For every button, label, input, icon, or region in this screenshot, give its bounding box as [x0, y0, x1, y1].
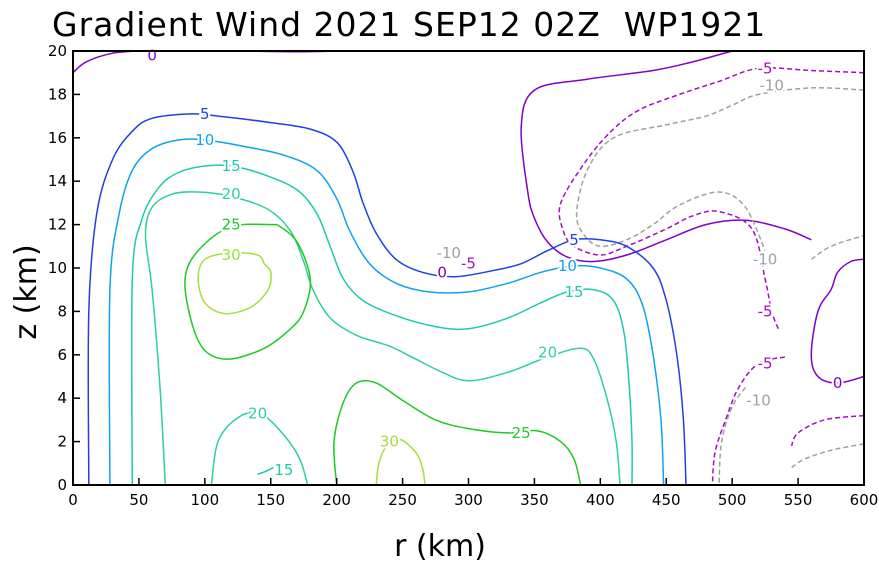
contour-line-level-10-seg-0	[108, 138, 665, 486]
x-tick-label: 150	[256, 491, 285, 509]
contour-label: -5	[461, 255, 476, 273]
contour-label: 0	[147, 46, 157, 64]
contour-line-level-15-seg-1	[257, 466, 274, 475]
contour-line-level--10-seg-1	[810, 234, 865, 260]
x-axis-label: r (km)	[394, 529, 486, 561]
axis-ticks: 0 50 100 150 200 250 300 350 400 450 500 550 6000246…	[48, 42, 878, 509]
contour-label: 25	[222, 216, 241, 234]
contour-label: 20	[248, 404, 267, 422]
y-tick-label: 14	[48, 172, 67, 190]
y-tick-label: 20	[48, 42, 67, 60]
contour-line-level--10-seg-2	[718, 386, 747, 486]
contour-label: -10	[759, 77, 784, 95]
contour-label: -5	[758, 355, 773, 373]
contour-label: 25	[512, 424, 531, 442]
y-tick-label: 0	[57, 476, 67, 494]
contour-line-level-20-seg-1	[210, 411, 309, 486]
contour-label: 0	[437, 263, 447, 281]
x-tick-label: 400	[586, 491, 615, 509]
plot-frame	[72, 50, 865, 486]
chart-title: Gradient Wind 2021 SEP12 02Z WP1921	[52, 5, 766, 44]
y-tick-label: 2	[57, 433, 67, 451]
contour-line-level-30-seg-0	[197, 251, 272, 315]
y-axis-label: z (km)	[9, 244, 44, 339]
contour-label: 30	[380, 433, 399, 451]
x-tick-label: 600	[850, 491, 879, 509]
contour-label: 15	[564, 283, 583, 301]
contour-label: -5	[758, 302, 773, 320]
y-tick-label: 10	[48, 259, 67, 277]
contour-label: 0	[833, 374, 843, 392]
contour-label: -10	[753, 250, 778, 268]
contour-label: 5	[569, 231, 579, 249]
y-tick-label: 6	[57, 346, 67, 364]
x-tick-label: 500	[718, 491, 747, 509]
x-tick-label: 450	[652, 491, 681, 509]
contour-line-level-30-seg-1	[375, 438, 426, 486]
x-tick-label: 550	[784, 491, 813, 509]
y-tick-label: 4	[57, 389, 67, 407]
x-tick-label: 300	[454, 491, 483, 509]
contour-label: 15	[222, 157, 241, 175]
contour-label: 30	[222, 246, 241, 264]
contour-label: 10	[558, 257, 577, 275]
contour-line-level--5-seg-2	[790, 414, 865, 447]
y-tick-label: 18	[48, 85, 67, 103]
contour-line-level--5-seg-0	[558, 67, 865, 330]
contour-line-level-5-seg-0	[87, 113, 687, 486]
contour-line-level--5-seg-1	[711, 356, 786, 486]
contour-label: 20	[538, 344, 557, 362]
y-tick-label: 8	[57, 302, 67, 320]
contour-label: 5	[200, 105, 210, 123]
contour-line-level-25-seg-0	[184, 223, 312, 360]
contour-layer	[72, 50, 865, 486]
contour-line-level-0-seg-3	[810, 258, 865, 384]
contour-label: 15	[274, 461, 293, 479]
contour-label: -10	[746, 391, 771, 409]
y-tick-label: 16	[48, 129, 67, 147]
contour-line-level--10-seg-0	[575, 87, 865, 251]
x-tick-label: 350	[520, 491, 549, 509]
contour-line-level-0-seg-0	[72, 50, 139, 74]
x-tick-label: 100	[191, 491, 220, 509]
contour-line-level-25-seg-1	[333, 379, 582, 486]
x-tick-label: 250	[388, 491, 417, 509]
contour-line-level-0-seg-2	[520, 50, 812, 263]
contour-label: -5	[758, 59, 773, 77]
x-tick-label: 50	[129, 491, 148, 509]
y-tick-label: 12	[48, 216, 67, 234]
contour-label: 20	[222, 185, 241, 203]
x-tick-label: 200	[322, 491, 351, 509]
contour-line-level-20-seg-0	[144, 191, 621, 486]
contour-label: -10	[436, 244, 461, 262]
contour-label: 10	[195, 131, 214, 149]
contour-line-level-15-seg-0	[130, 164, 633, 486]
contour-line-level--10-seg-3	[791, 443, 865, 469]
contour-label-layer: 000-5-5-5-5-10-10 -10-1055101015151520202…	[145, 44, 844, 480]
x-tick-label: 0	[68, 491, 78, 509]
